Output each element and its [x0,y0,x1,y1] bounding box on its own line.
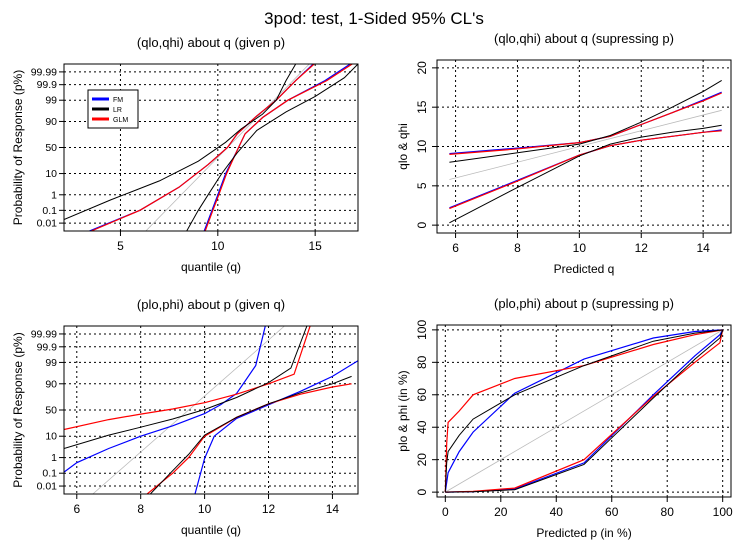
y-axis-label: Probability of Response (p%) [11,332,25,487]
series-line-lr-lower [449,124,722,224]
x-tick-label: 80 [661,505,675,519]
series-line-glm-upper [444,329,723,493]
panel-title: (plo,phi) about p (supressing p) [494,296,674,311]
y-tick-label: 0.1 [42,468,57,480]
y-tick-label: 50 [45,142,57,154]
series-line-lr-lower [186,64,358,231]
y-tick-label: 1 [51,189,57,201]
series-line-fm-upper [444,329,723,493]
legend-label-fm: FM [113,97,123,104]
series-line-lr-upper [444,329,723,493]
panel-title: (qlo,qhi) about q (given p) [137,35,285,50]
y-tick-label: 10 [45,431,57,443]
figure-title: 3pod: test, 1-Sided 95% CL's [264,9,484,28]
x-tick-label: 20 [494,505,508,519]
y-tick-label: 0.01 [37,481,58,493]
y-tick-label: 90 [45,378,57,390]
y-axis-label: qlo & qhi [396,123,410,170]
y-tick-label: 90 [45,116,57,128]
x-axis-label: Predicted p (in %) [536,526,631,540]
y-axis-label: plo & phi (in %) [396,370,410,451]
y-tick-label: 40 [415,420,429,434]
series-line-lr-upper [64,64,297,220]
legend-label-lr: LR [113,107,122,114]
x-tick-label: 8 [137,502,144,516]
y-tick-label: 0.1 [42,205,57,217]
series-line-lr-lower [445,329,724,493]
x-tick-label: 6 [452,241,459,255]
series-line-glm-lower [449,130,722,210]
x-tick-label: 10 [198,502,212,516]
x-tick-label: 6 [73,502,80,516]
y-axis-label: Probability of Response (p%) [11,70,25,225]
y-tick-label: 20 [415,61,429,75]
series-line-fm-upper [64,326,266,473]
y-tick-label: 15 [415,100,429,114]
series-line-glm-lower [445,329,724,493]
y-tick-label: 100 [415,320,429,340]
x-tick-label: 15 [308,239,322,253]
panel-title: (plo,phi) about p (given q) [137,297,285,312]
x-tick-label: 100 [713,505,733,519]
series-line-fm-lower [203,64,351,231]
y-tick-label: 80 [415,355,429,369]
y-tick-label: 99.99 [31,328,57,340]
series-line-glm-lower [204,64,353,231]
x-tick-label: 10 [573,241,587,255]
x-tick-label: 0 [442,505,449,519]
x-tick-label: 60 [605,505,619,519]
x-tick-label: 10 [211,239,225,253]
y-tick-label: 99.99 [31,66,57,78]
y-tick-label: 20 [415,453,429,467]
y-tick-label: 99.9 [37,341,58,353]
x-tick-label: 14 [326,502,340,516]
x-tick-label: 14 [696,241,710,255]
y-tick-label: 5 [415,182,429,189]
series-line-glm-upper [91,64,315,231]
series-line-glm-upper [449,92,722,155]
y-tick-label: 10 [45,168,57,180]
panel-title: (qlo,qhi) about q (supressing p) [494,31,674,46]
x-axis-label: Predicted q [554,262,615,276]
series-line-lr-upper [64,326,308,449]
y-tick-label: 50 [45,405,57,417]
series-line-diagonal [449,109,722,180]
x-tick-label: 40 [550,505,564,519]
legend-label-glm: GLM [113,117,128,124]
x-axis-label: quantile (q) [181,523,241,537]
y-tick-label: 99 [45,95,57,107]
x-tick-label: 12 [635,241,649,255]
x-tick-label: 5 [117,239,124,253]
y-tick-label: 0 [415,488,429,495]
series-line-glm-lower [146,383,352,494]
y-tick-label: 10 [415,140,429,154]
x-tick-label: 12 [262,502,276,516]
x-axis-label: quantile (q) [181,260,241,274]
y-tick-label: 0 [415,221,429,228]
series-line-median [92,326,285,494]
x-tick-label: 8 [514,241,521,255]
y-tick-label: 1 [51,452,57,464]
y-tick-label: 99.9 [37,79,58,91]
series-line-fm-lower [194,360,358,494]
plot-frame [436,324,732,498]
y-tick-label: 99 [45,357,57,369]
y-tick-label: 60 [415,388,429,402]
series-line-glm-upper [64,326,311,431]
y-tick-label: 0.01 [37,218,58,230]
series-line-diagonal [445,329,723,493]
series-line-fm-upper [449,91,722,155]
series-line-lr-upper [449,79,722,163]
series-line-lr-lower [149,375,352,494]
